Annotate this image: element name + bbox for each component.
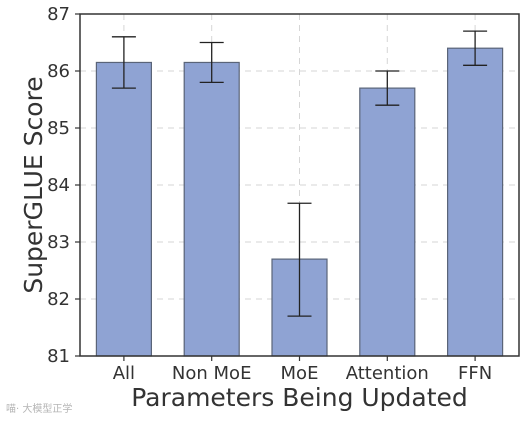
y-tick-label: 86 bbox=[47, 61, 70, 82]
error-bar bbox=[199, 41, 224, 84]
watermark-text: 喵· 大模型正学 bbox=[6, 402, 72, 415]
error-bar bbox=[463, 30, 488, 66]
y-tick-label: 85 bbox=[47, 118, 70, 139]
x-axis-ticks: All Non MoE MoE Attention FFN bbox=[113, 356, 492, 384]
error-bar bbox=[375, 70, 400, 106]
y-axis-ticks: 81 82 83 84 85 86 87 bbox=[47, 4, 80, 367]
x-tick-label: All bbox=[113, 363, 135, 384]
y-tick-label: 84 bbox=[47, 175, 70, 196]
y-tick-label: 83 bbox=[47, 232, 70, 253]
y-axis-label: SuperGLUE Score bbox=[19, 76, 48, 293]
bar-all bbox=[95, 61, 153, 357]
bar-non-moe bbox=[183, 61, 240, 357]
x-tick-label: MoE bbox=[281, 363, 319, 384]
y-tick-label: 81 bbox=[47, 346, 70, 367]
x-tick-label: Non MoE bbox=[172, 363, 252, 384]
x-tick-label: Attention bbox=[346, 363, 429, 384]
error-bar bbox=[287, 202, 312, 317]
y-tick-label: 82 bbox=[47, 289, 70, 310]
x-tick-label: FFN bbox=[458, 363, 492, 384]
error-bars bbox=[111, 30, 488, 317]
bars bbox=[95, 47, 504, 357]
bar-attention bbox=[359, 87, 416, 357]
x-axis-label: Parameters Being Updated bbox=[131, 383, 468, 412]
error-bar bbox=[111, 36, 136, 89]
bar-ffn bbox=[447, 47, 504, 357]
y-tick-label: 87 bbox=[47, 4, 70, 25]
